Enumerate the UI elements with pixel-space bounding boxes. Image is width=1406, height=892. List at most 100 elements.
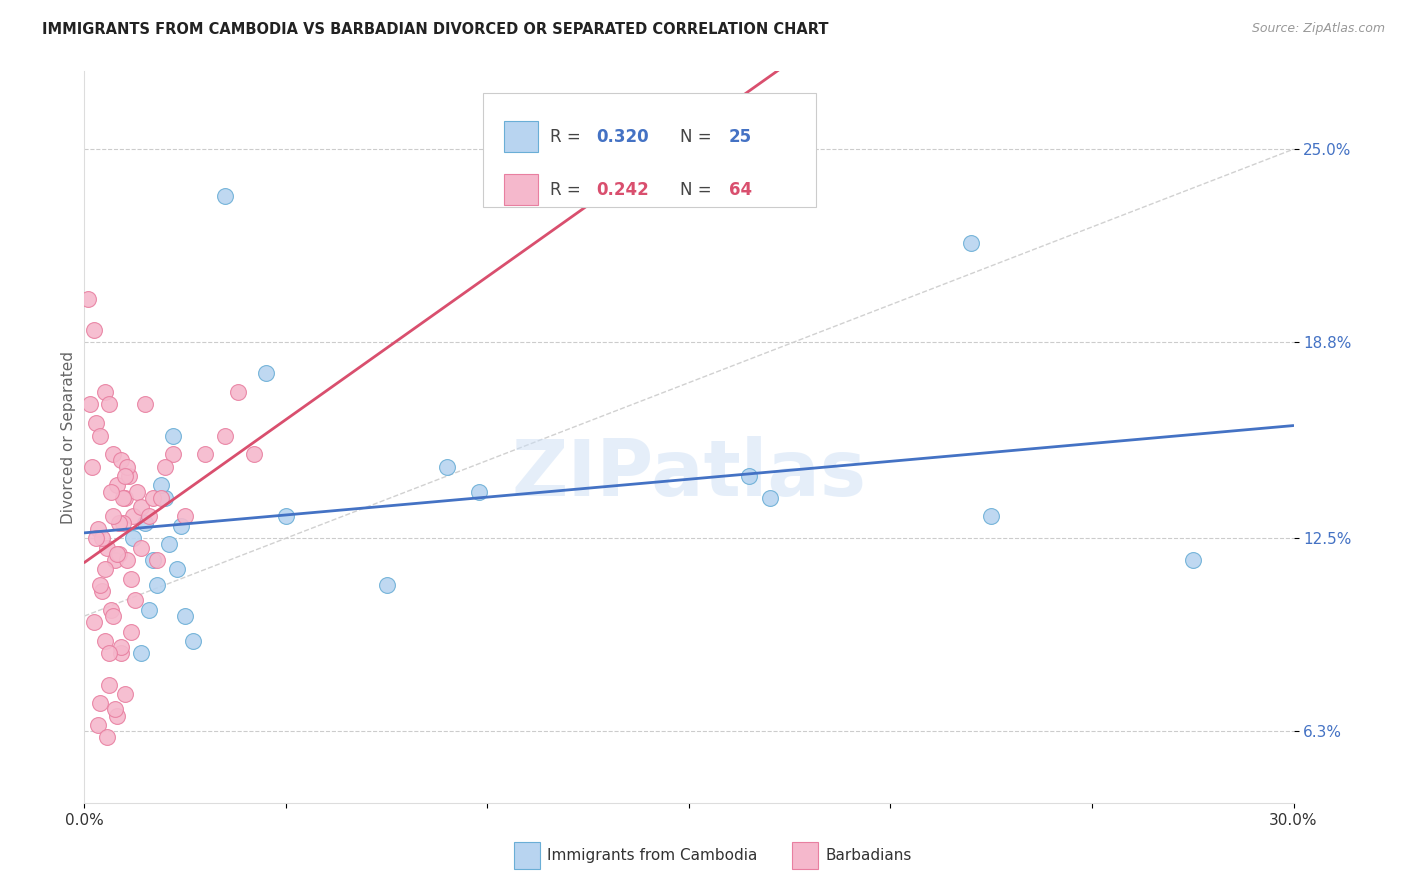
Point [93,384,115,399]
Point [77,292,100,306]
Point [89,696,111,710]
Point [83,615,105,630]
Text: R =: R = [550,181,586,199]
Point [120,572,142,586]
Point [194,447,217,461]
Point [138,509,160,524]
FancyBboxPatch shape [484,94,815,207]
Point [174,509,197,524]
Point [129,500,152,515]
Point [468,484,491,499]
Point [97,397,120,411]
Point [89,428,111,442]
Point [436,459,458,474]
Point [79,397,101,411]
FancyBboxPatch shape [513,841,540,870]
Point [142,553,165,567]
FancyBboxPatch shape [792,841,818,870]
Text: 0.242: 0.242 [596,181,648,199]
Point [153,459,176,474]
Point [104,553,127,567]
Point [138,603,160,617]
Point [93,634,115,648]
Point [149,478,172,492]
Point [110,453,132,467]
Point [87,718,110,732]
Point [104,702,127,716]
Point [375,578,398,592]
Point [105,547,128,561]
Point [960,235,983,250]
Point [214,428,236,442]
Text: 64: 64 [728,181,752,199]
Point [134,397,156,411]
Text: IMMIGRANTS FROM CAMBODIA VS BARBADIAN DIVORCED OR SEPARATED CORRELATION CHART: IMMIGRANTS FROM CAMBODIA VS BARBADIAN DI… [42,22,828,37]
Text: 0.320: 0.320 [596,128,648,145]
Point [738,469,761,483]
Point [274,509,297,524]
Point [125,484,148,499]
Point [120,624,142,639]
Text: 25: 25 [728,128,752,145]
Point [89,578,111,592]
Point [91,584,114,599]
Text: ZIPatlas: ZIPatlas [512,435,866,512]
Point [214,189,236,203]
Point [124,593,146,607]
Point [181,634,204,648]
Point [101,447,124,461]
Text: Immigrants from Cambodia: Immigrants from Cambodia [547,848,758,863]
Point [107,516,129,530]
Point [129,647,152,661]
FancyBboxPatch shape [503,121,538,153]
Point [114,687,136,701]
Point [149,491,172,505]
Point [162,428,184,442]
Point [980,509,1002,524]
Point [166,562,188,576]
Text: N =: N = [681,128,717,145]
Point [82,459,104,474]
Point [114,469,136,483]
Point [100,484,122,499]
Point [86,416,108,430]
Point [110,640,132,655]
Point [153,491,176,505]
Point [83,323,105,337]
Point [86,531,108,545]
Point [242,447,264,461]
Point [111,516,134,530]
Point [157,537,180,551]
Point [134,516,156,530]
Point [100,603,122,617]
Point [105,708,128,723]
Point [87,522,110,536]
Point [146,553,169,567]
Point [758,491,780,505]
Point [129,541,152,555]
Point [110,647,132,661]
Point [121,509,143,524]
Point [107,547,129,561]
Point [97,647,120,661]
Text: Barbadians: Barbadians [825,848,912,863]
Y-axis label: Divorced or Separated: Divorced or Separated [60,351,76,524]
Point [146,578,169,592]
Point [101,509,124,524]
Point [111,491,134,505]
Point [118,469,141,483]
Text: N =: N = [681,181,717,199]
Point [96,541,118,555]
Text: Source: ZipAtlas.com: Source: ZipAtlas.com [1251,22,1385,36]
Point [226,384,249,399]
Point [101,609,124,624]
Point [1181,553,1204,567]
FancyBboxPatch shape [503,175,538,205]
Point [96,731,118,745]
Point [162,447,184,461]
Point [93,562,115,576]
Point [105,478,128,492]
Point [142,491,165,505]
Point [115,553,138,567]
Point [170,518,193,533]
